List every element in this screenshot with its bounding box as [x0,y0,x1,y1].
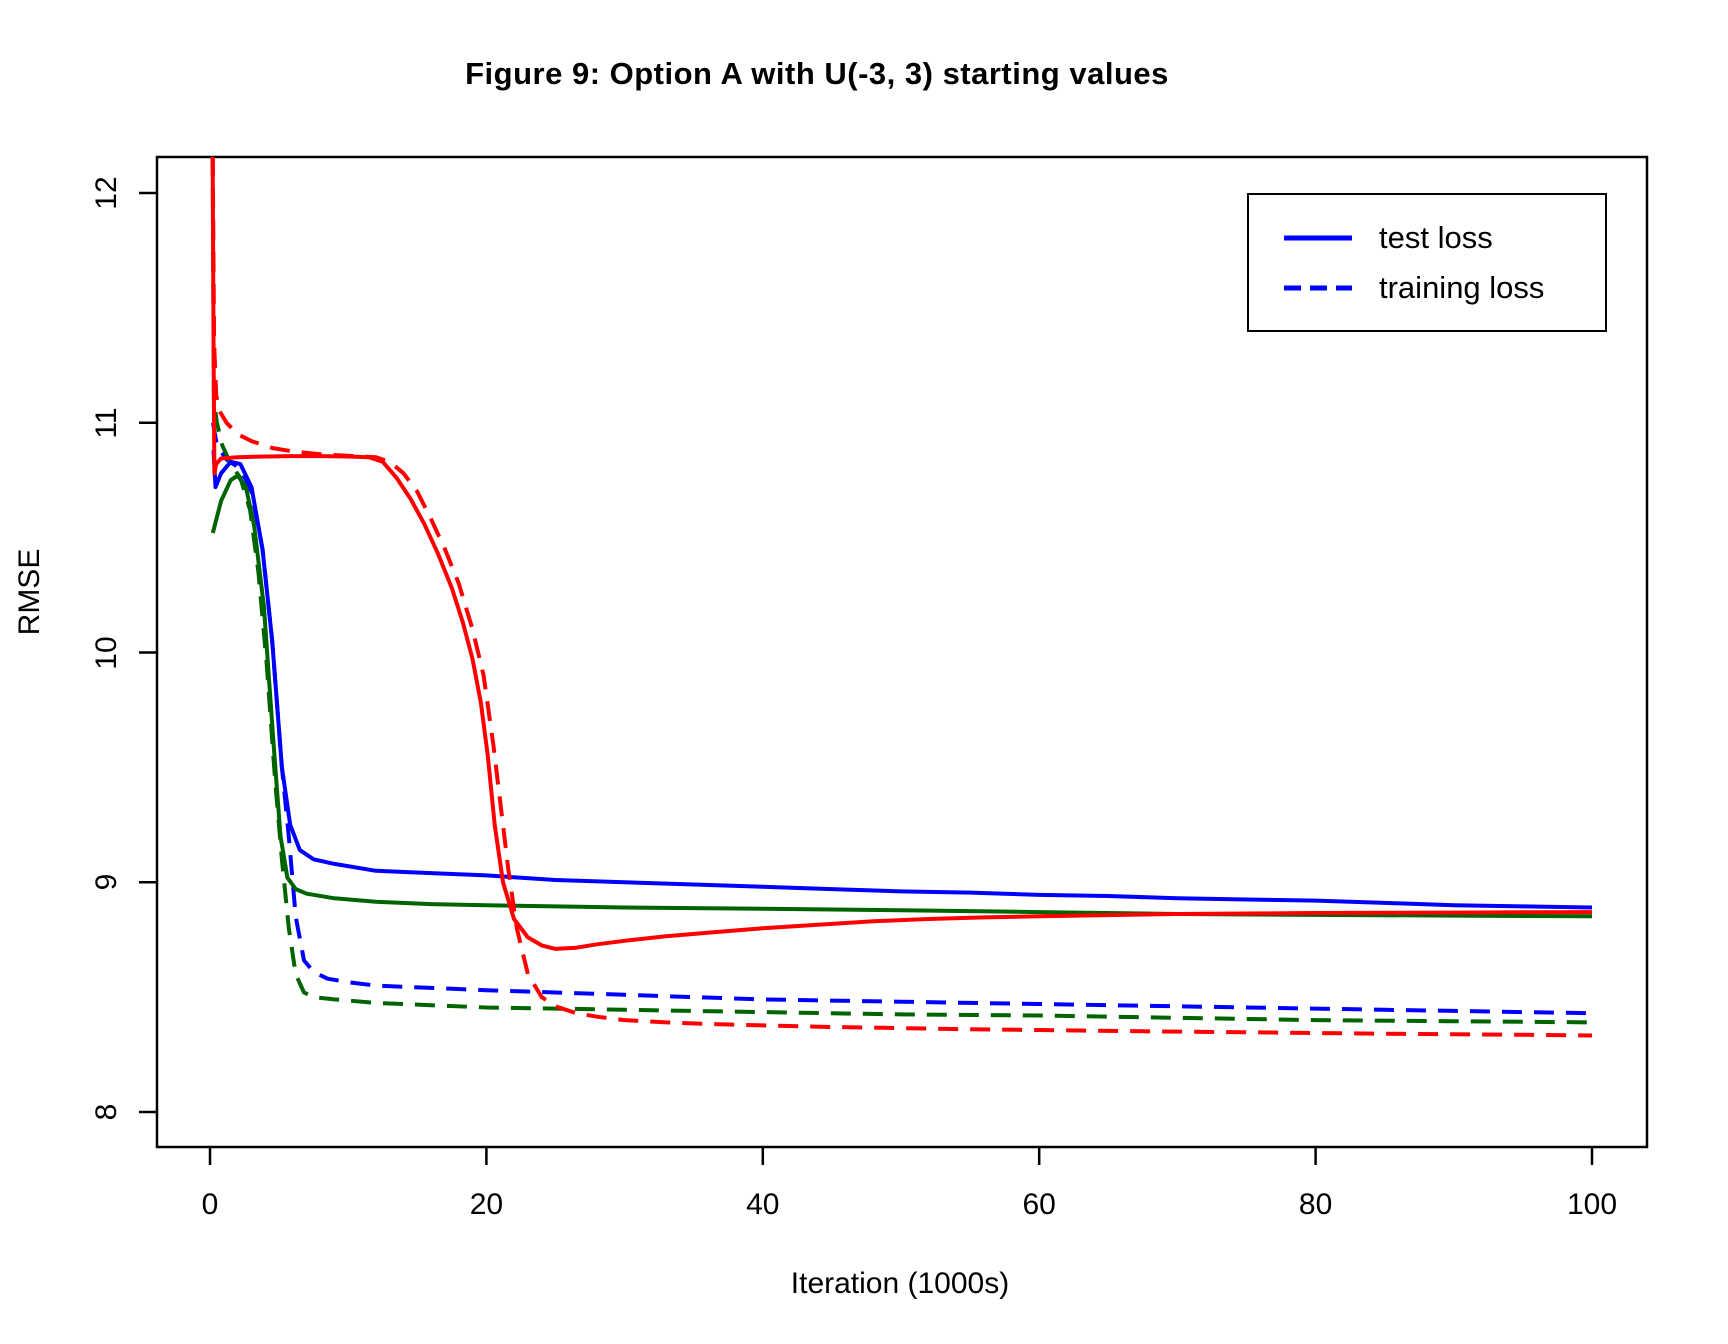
series-red-training [210,157,1593,1038]
legend-item-training-loss: training loss [1283,268,1605,308]
x-tick-label: 80 [1298,1188,1333,1221]
y-tick-label: 9 [90,873,123,891]
legend-solid-line-icon [1284,235,1352,240]
series-blue-test [211,450,1593,910]
x-tick-label: 60 [1022,1188,1056,1221]
legend-dashed-line-icon [1284,285,1352,290]
y-tick-label: 11 [90,407,123,439]
series-green-training [210,157,1593,1025]
series-blue-training [211,422,1593,1016]
legend-label-test-loss: test loss [1379,220,1493,255]
chart-title: Figure 9: Option A with U(-3, 3) startin… [465,56,1169,91]
y-tick-label: 8 [90,1103,123,1121]
y-axis-label: RMSE [13,548,46,636]
x-tick-label: 20 [469,1188,504,1221]
y-tick-label: 12 [90,176,123,210]
x-axis-label: Iteration (1000s) [790,1267,1010,1300]
series-red-test [210,157,1593,951]
x-tick-label: 40 [746,1188,780,1221]
legend-item-test-loss: test loss [1283,218,1605,258]
x-tick-label: 100 [1566,1188,1618,1221]
series-green-test [210,473,1593,919]
x-tick-label: 0 [201,1188,219,1221]
legend-box: test loss training loss [1247,193,1607,332]
legend-label-training-loss: training loss [1379,270,1545,305]
y-tick-label: 10 [90,635,123,670]
